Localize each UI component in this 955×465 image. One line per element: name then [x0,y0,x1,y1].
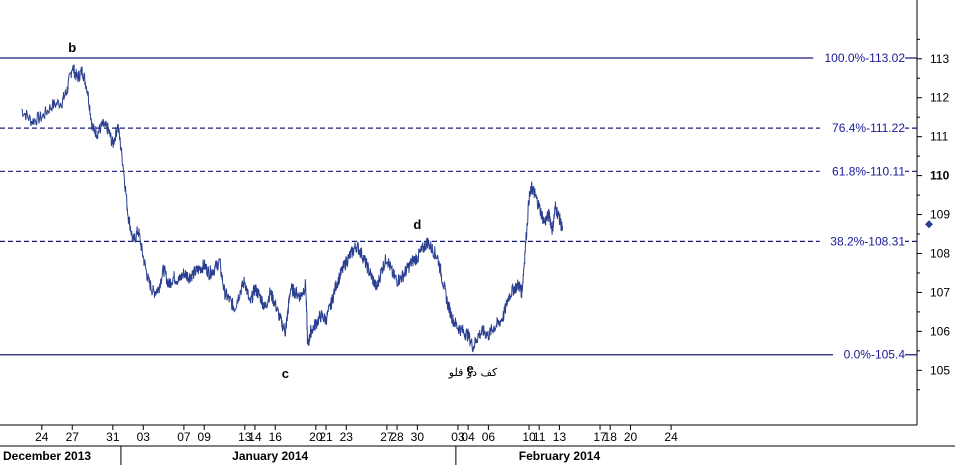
y-tick-label-1: 112 [930,91,949,105]
x-tick-label-7: 14 [248,430,262,444]
wave-label-b: b [68,40,76,55]
month-label-2: February 2014 [519,449,601,463]
x-tick-label-6: 13 [238,430,252,444]
wave-label-d: d [413,217,421,232]
x-tick-label-4: 07 [177,430,191,444]
x-tick-label-3: 03 [137,430,151,444]
x-tick-label-8: 16 [269,430,283,444]
x-tick-label-1: 27 [66,430,80,444]
x-tick-label-13: 28 [390,430,404,444]
fib-label-bg-4 [833,346,905,362]
y-tick-label-4: 109 [930,208,950,222]
x-tick-label-0: 24 [35,430,49,444]
x-tick-label-9: 20 [309,430,323,444]
fib-label-bg-2 [819,163,905,179]
x-tick-label-23: 20 [624,430,638,444]
pattern-note: کف دو قلو [448,366,498,379]
month-label-1: January 2014 [232,449,308,463]
wave-label-c: c [282,366,289,381]
x-tick-label-16: 04 [461,430,475,444]
x-tick-label-17: 06 [482,430,496,444]
fib-label-1: 76.4%-111.22 [832,121,905,135]
x-tick-label-5: 09 [198,430,212,444]
price-line [21,64,563,353]
x-tick-label-15: 03 [451,430,465,444]
x-tick-label-12: 27 [380,430,394,444]
x-tick-label-20: 13 [553,430,567,444]
x-tick-label-19: 11 [533,430,546,444]
x-tick-label-2: 31 [106,430,120,444]
x-tick-label-24: 24 [664,430,678,444]
fib-label-bg-3 [819,233,905,249]
x-tick-label-14: 30 [411,430,425,444]
fibonacci-levels: 100.0%-113.02 76.4%-111.22 61.8%-110.11 38.… [0,50,917,362]
fib-label-2: 61.8%-110.11 [832,164,905,178]
y-tick-label-8: 105 [930,363,950,377]
y-tick-label-6: 107 [930,285,950,299]
annotations: b c d eکف دو قلو [68,40,498,381]
y-tick-label-0: 113 [930,52,949,66]
fib-label-bg-0 [813,50,905,65]
y-tick-label-5: 108 [930,246,950,260]
y-tick-label-2: 111 [930,130,949,144]
fib-label-4: 0.0%-105.4 [844,348,906,362]
x-tick-label-18: 10 [522,430,536,444]
fib-label-0: 100.0%-113.02 [824,51,905,65]
x-tick-label-22: 18 [604,430,618,444]
x-tick-label-11: 23 [340,430,354,444]
month-label-0: December 2013 [3,449,91,463]
fib-label-bg-1 [819,120,905,136]
current-price-marker [925,220,933,229]
fib-label-3: 38.2%-108.31 [830,234,905,248]
x-tick-label-10: 21 [319,430,333,444]
wave-label-e: e [467,361,474,376]
y-tick-label-3: 110 [930,169,950,183]
x-tick-label-21: 17 [593,430,607,444]
y-tick-label-7: 106 [930,324,950,338]
price-series [21,64,563,353]
